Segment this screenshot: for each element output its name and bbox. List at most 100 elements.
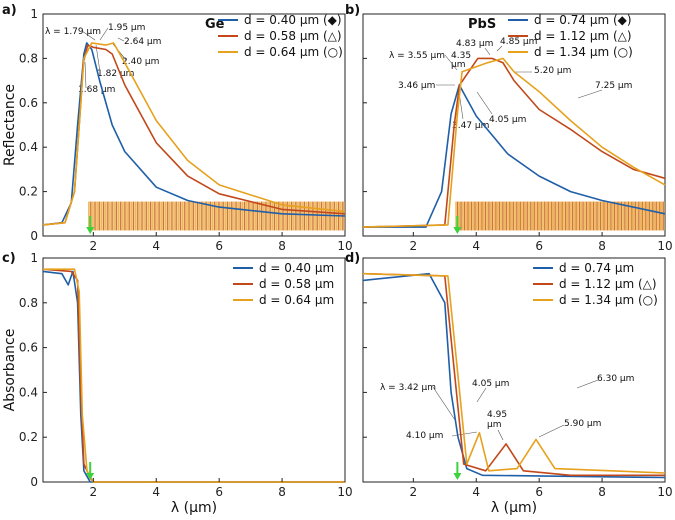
- annotation: 4.85 μm: [500, 37, 537, 47]
- panel-a: a) Ge Reflectance: [2, 3, 346, 237]
- y-tick-label: 0.2: [19, 185, 38, 199]
- marker-arrow-head: [453, 227, 462, 234]
- legend-entry: d = 0.64 μm (○): [244, 45, 343, 59]
- x-tick-label: 2: [90, 239, 98, 253]
- series-line: [42, 42, 346, 226]
- annotation-leader: [496, 45, 503, 52]
- legend-entry: d = 1.34 μm (○): [559, 293, 658, 307]
- y-tick-label: 0.4: [19, 385, 38, 399]
- annotation: 2.64 μm: [124, 37, 161, 47]
- legend-entry: d = 0.58 μm (△): [244, 29, 342, 43]
- legend-entry: d = 0.64 μm: [259, 293, 334, 307]
- annotation: 6.30 μm: [597, 374, 634, 384]
- legend-entry: d = 0.74 μm (◆): [534, 13, 632, 27]
- legend-entry: d = 0.40 μm (◆): [244, 13, 342, 27]
- annotation-leader: [576, 379, 599, 389]
- panel-d-frame: [362, 257, 666, 483]
- y-tick-label: 0.8: [19, 296, 38, 310]
- legend-entry: d = 1.34 μm (○): [534, 45, 633, 59]
- annotation: 4.10 μm: [406, 431, 443, 441]
- annotation: 4.05 μm: [472, 379, 509, 389]
- panel-a-label: a): [2, 3, 17, 18]
- panel-c-ylabel: Absorbance: [2, 329, 18, 412]
- annotation-leader: [476, 91, 493, 115]
- marker-arrow-head: [86, 227, 95, 234]
- legend-entry: d = 0.58 μm: [259, 277, 334, 291]
- y-tick-label: 0.2: [19, 430, 38, 444]
- x-tick-label: 10: [337, 485, 352, 499]
- x-tick-label: 8: [278, 485, 286, 499]
- legend-entry: d = 1.12 μm (△): [534, 29, 632, 43]
- panel-c-label: c): [2, 251, 16, 266]
- annotation: μm: [487, 420, 502, 430]
- annotation: 5.20 μm: [534, 66, 571, 76]
- y-tick-label: 0.6: [19, 341, 38, 355]
- x-tick-label: 8: [278, 239, 286, 253]
- y-tick-label: 1: [30, 7, 38, 21]
- annotation-leader: [484, 47, 491, 56]
- panel-c-xlabel: λ (μm): [171, 500, 217, 516]
- legend: d = 0.40 μm d = 0.58 μm d = 0.64 μm: [233, 261, 334, 307]
- x-tick-label: 4: [152, 239, 160, 253]
- panel-a-frame: [42, 13, 346, 237]
- y-tick-label: 0: [30, 475, 38, 489]
- panel-b-label: b): [345, 3, 360, 18]
- panel-plot: 2 4 6 8 10 d = 0.74 μm d = 1.12 μm (△) d = 1.34…: [362, 257, 673, 499]
- y-tick-label: 0.4: [19, 140, 38, 154]
- x-tick-label: 4: [472, 485, 480, 499]
- annotation: 4.95: [487, 410, 507, 420]
- annotation-leader: [444, 54, 458, 71]
- x-tick-label: 4: [152, 485, 160, 499]
- annotation: 7.25 μm: [595, 81, 632, 91]
- annotation-leader: [95, 44, 101, 73]
- annotation-leader: [99, 27, 109, 41]
- series-line: [362, 272, 666, 474]
- x-tick-label: 6: [215, 485, 223, 499]
- legend: d = 0.74 μm (◆) d = 1.12 μm (△) d = 1.34 μ…: [508, 13, 633, 59]
- marker-arrow-head: [453, 473, 462, 480]
- legend-entry: d = 0.40 μm: [259, 261, 334, 275]
- annotation-leader: [497, 429, 504, 441]
- annotation: 3.47 μm: [452, 121, 489, 131]
- panel-b: b) PbS: [345, 3, 666, 237]
- y-tick-label: 0.6: [19, 96, 38, 110]
- x-tick-label: 10: [657, 239, 672, 253]
- panel-b-frame: [362, 13, 666, 237]
- annotation: λ = 3.42 μm: [380, 383, 436, 393]
- series-line: [42, 42, 346, 226]
- annotation: λ = 3.55 μm: [389, 51, 445, 61]
- annotation-leader: [117, 37, 125, 42]
- annotation: λ = 1.79 μm: [45, 27, 101, 37]
- annotation: 1.68 μm: [78, 85, 115, 95]
- panel-d-annotations: λ = 3.42 μm 4.05 μm 6.30 μm 4.95 μm 4.10…: [380, 374, 634, 441]
- annotation-leader: [476, 387, 487, 403]
- annotation: 1.95 μm: [108, 23, 145, 33]
- series-line: [362, 57, 666, 228]
- annotation-leader: [538, 424, 565, 438]
- panel-plot: 2 4 6 8 10 0 0.2 0.4 0.6 0.8 1 d = 0.40 μm d = 0.58 …: [19, 251, 353, 499]
- x-tick-label: 8: [598, 485, 606, 499]
- annotation-leader: [81, 30, 96, 41]
- x-tick-label: 2: [90, 485, 98, 499]
- annotation: 1.82 μm: [97, 69, 134, 79]
- marker-arrow-head: [86, 473, 95, 480]
- x-tick-label: 6: [535, 485, 543, 499]
- x-tick-label: 10: [657, 485, 672, 499]
- annotation-leader: [84, 61, 87, 89]
- y-tick-label: 0: [30, 229, 38, 243]
- annotation-leader: [432, 386, 456, 421]
- legend: d = 0.74 μm d = 1.12 μm (△) d = 1.34 μm (○…: [533, 261, 658, 307]
- panel-a-ylabel: Reflectance: [2, 84, 18, 166]
- x-tick-label: 2: [410, 239, 418, 253]
- series-line: [362, 57, 666, 228]
- x-tick-label: 6: [535, 239, 543, 253]
- annotation: 4.83 μm: [456, 39, 493, 49]
- annotation: 5.90 μm: [564, 419, 601, 429]
- panel-a-annotations: λ = 1.79 μm 1.95 μm 2.64 μm 2.40 μm 1.82…: [45, 23, 161, 95]
- panel-d: d) λ (μm): [345, 251, 666, 516]
- x-tick-label: 8: [598, 239, 606, 253]
- x-tick-label: 6: [215, 239, 223, 253]
- annotation: 4.35: [451, 51, 471, 61]
